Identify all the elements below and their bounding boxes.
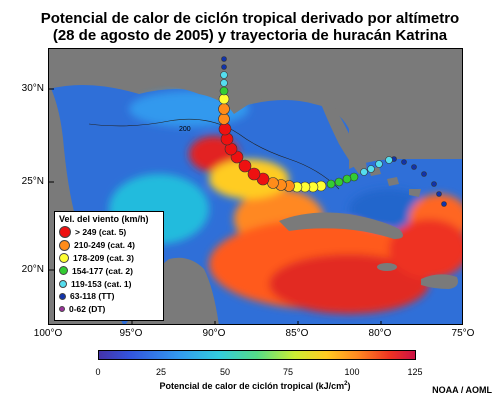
katrina-track <box>218 56 447 207</box>
map-title-line-1: Potencial de calor de ciclón tropical de… <box>40 10 460 27</box>
track-point <box>360 168 368 176</box>
track-point <box>247 167 261 181</box>
legend-label: 119-153 (cat. 1) <box>71 278 132 289</box>
track-point <box>238 159 252 173</box>
hispaniola-island <box>421 274 458 289</box>
legend-label: 178-209 (cat. 3) <box>73 252 134 263</box>
track-point <box>218 113 230 125</box>
track-point <box>401 159 407 165</box>
legend-dot <box>59 226 71 239</box>
map-title-line-2: (28 de agosto de 2005) y trayectoria de … <box>52 27 448 44</box>
legend-dot <box>59 266 68 276</box>
track-point <box>220 79 228 87</box>
track-point <box>218 103 230 115</box>
track-point <box>218 93 230 105</box>
legend-item: 210-249 (cat. 4) <box>59 239 159 252</box>
contour-label: 200 <box>179 126 191 133</box>
track-point <box>441 201 447 207</box>
legend-item: 0-62 (DT) <box>59 303 159 316</box>
legend-dot <box>59 306 65 313</box>
lon-label-75: 75°O <box>451 328 475 339</box>
track-point <box>219 86 229 96</box>
track-point <box>326 179 336 189</box>
track-point <box>334 177 344 187</box>
lat-label-25: 25°N <box>21 176 44 187</box>
legend-title: Vel. del viento (km/h) <box>59 214 149 224</box>
legend-item: 154-177 (cat. 2) <box>59 264 159 277</box>
legend-item: 178-209 (cat. 3) <box>59 252 159 265</box>
legend-dot <box>59 252 69 263</box>
florida-peninsula <box>319 99 367 174</box>
credit-label: NOAA / AOML <box>432 385 492 395</box>
track-point <box>411 164 417 170</box>
legend-label: 210-249 (cat. 4) <box>74 240 135 251</box>
colorbar-label: Potencial de calor de ciclón tropical (k… <box>159 381 351 391</box>
lat-label-20: 20°N <box>21 264 44 275</box>
colorbar-tick-100: 100 <box>344 367 360 377</box>
track-point <box>375 160 383 168</box>
legend-item: 63-118 (TT) <box>59 290 159 303</box>
colorbar-tick-75: 75 <box>282 367 293 377</box>
legend-dot <box>59 239 70 251</box>
track-point <box>221 56 227 62</box>
wind-speed-legend: Vel. del viento (km/h) > 249 (cat. 5) 210… <box>54 211 164 321</box>
legend-item: 119-153 (cat. 1) <box>59 277 159 290</box>
track-point <box>421 171 427 177</box>
lon-label-85: 85°O <box>285 328 309 339</box>
lon-label-100: 100°O <box>33 328 63 339</box>
track-point <box>218 122 232 136</box>
colorbar-tick-50: 50 <box>219 367 230 377</box>
legend-label: 154-177 (cat. 2) <box>72 265 133 276</box>
lon-label-90: 90°O <box>202 328 226 339</box>
legend-label: > 249 (cat. 5) <box>75 227 127 238</box>
track-point <box>436 191 442 197</box>
bathymetry-contour-200 <box>88 118 340 190</box>
cuba-island <box>279 212 403 239</box>
colorbar-tick-125: 125 <box>407 367 423 377</box>
legend-dot <box>59 279 67 288</box>
track-point <box>431 181 437 187</box>
track-point <box>221 64 227 70</box>
legend-label: 63-118 (TT) <box>70 291 115 302</box>
us-coastline <box>49 49 462 154</box>
legend-item: > 249 (cat. 5) <box>59 226 159 239</box>
legend-dot <box>59 292 66 300</box>
lat-label-30: 30°N <box>21 83 44 94</box>
colorbar-tick-25: 25 <box>155 367 166 377</box>
legend-label: 0-62 (DT) <box>69 304 106 315</box>
colorbar-tick-0: 0 <box>95 367 101 377</box>
lon-label-95: 95°O <box>119 328 143 339</box>
jamaica-island <box>377 263 397 271</box>
track-point <box>342 174 352 184</box>
colorbar <box>98 350 416 360</box>
track-point <box>367 165 375 173</box>
track-point <box>385 156 393 164</box>
track-point <box>220 71 228 79</box>
lon-label-80: 80°O <box>368 328 392 339</box>
